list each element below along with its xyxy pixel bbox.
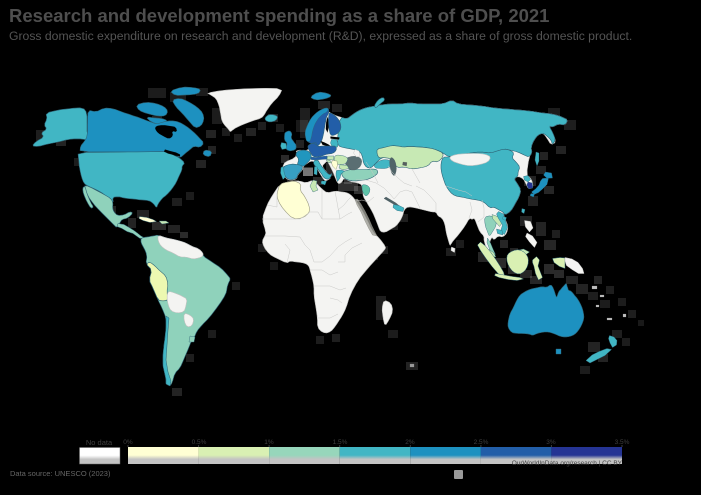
svg-text:No data: No data	[86, 438, 113, 447]
svg-text:2%: 2%	[405, 439, 415, 446]
svg-text:1%: 1%	[264, 439, 274, 446]
svg-text:1.5%: 1.5%	[333, 439, 348, 446]
svg-text:0%: 0%	[123, 439, 133, 446]
svg-text:3%: 3%	[546, 439, 556, 446]
svg-text:0.5%: 0.5%	[192, 439, 207, 446]
svg-text:2.5%: 2.5%	[474, 439, 489, 446]
svg-text:3.5%: 3.5%	[615, 439, 630, 446]
